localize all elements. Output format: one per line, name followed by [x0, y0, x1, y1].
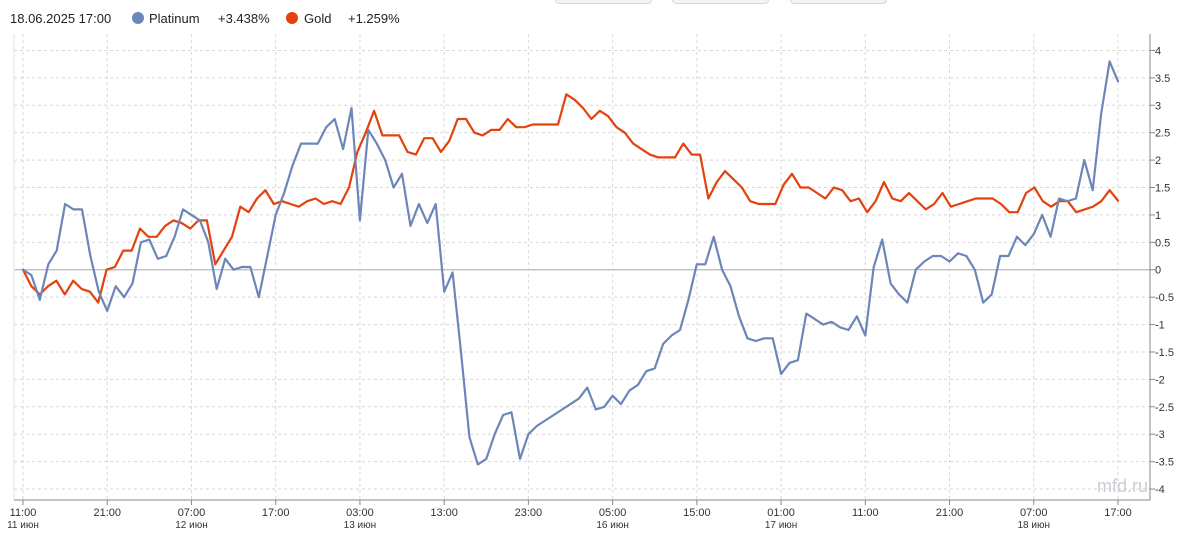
- x-tick-time: 15:00: [683, 507, 711, 519]
- y-tick-label: -3: [1155, 429, 1165, 441]
- x-tick-time: 17:00: [1104, 507, 1132, 519]
- y-tick-label: 1: [1155, 210, 1161, 222]
- legend-platinum-change: +3.438%: [218, 11, 270, 26]
- watermark: mfd.ru: [1097, 476, 1148, 496]
- x-tick-time: 21:00: [93, 507, 121, 519]
- y-axis-ticks: 4 3.5 3 2.5 2 1.5 1 0.5 0 -0.5 -1 -1.5 -2 -2.5 -3 -3.5 -…: [1150, 45, 1174, 496]
- y-tick-label: 2.5: [1155, 128, 1170, 140]
- y-tick-label: 3: [1155, 100, 1161, 112]
- y-tick-label: 0.5: [1155, 237, 1170, 249]
- x-tick-time: 07:00: [178, 507, 206, 519]
- y-tick-label: -3.5: [1155, 457, 1174, 469]
- x-tick-time: 03:00: [346, 507, 374, 519]
- x-tick-date: 12 июн: [175, 520, 208, 531]
- x-tick-time: 21:00: [936, 507, 964, 519]
- chart-legend: 18.06.2025 17:00 Platinum +3.438% Gold +…: [0, 0, 1200, 36]
- y-tick-label: -4: [1155, 484, 1165, 496]
- legend-platinum-marker: [132, 12, 144, 24]
- y-tick-label: 4: [1155, 45, 1161, 57]
- x-tick-date: 17 июн: [765, 520, 798, 531]
- x-tick-time: 05:00: [599, 507, 627, 519]
- x-tick-date: 11 июн: [7, 520, 39, 531]
- x-tick-date: 16 июн: [596, 520, 629, 531]
- y-tick-label: -2: [1155, 374, 1165, 386]
- y-tick-label: -1: [1155, 320, 1165, 332]
- x-tick-time: 01:00: [767, 507, 795, 519]
- y-tick-label: -2.5: [1155, 402, 1174, 414]
- legend-gold-marker: [286, 12, 298, 24]
- x-tick-time: 23:00: [515, 507, 543, 519]
- legend-gold-name[interactable]: Gold: [304, 11, 332, 26]
- y-tick-label: 1.5: [1155, 183, 1170, 195]
- x-tick-time: 13:00: [430, 507, 458, 519]
- x-tick-time: 17:00: [262, 507, 290, 519]
- x-tick-time: 11:00: [852, 507, 879, 519]
- legend-gold-change: +1.259%: [348, 11, 400, 26]
- x-tick-time: 07:00: [1020, 507, 1048, 519]
- series-line-platinum: [21, 60, 1120, 466]
- plot-frame: [13, 34, 1151, 501]
- y-tick-label: -0.5: [1155, 292, 1174, 304]
- legend-platinum-name[interactable]: Platinum: [149, 11, 200, 26]
- y-tick-label: -1.5: [1155, 347, 1174, 359]
- chart-series: [21, 60, 1120, 466]
- x-tick-date: 13 июн: [344, 520, 377, 531]
- x-tick-date: 18 июн: [1018, 520, 1051, 531]
- x-tick-time: 11:00: [10, 507, 37, 519]
- chart-grid: [14, 34, 1150, 500]
- legend-datetime: 18.06.2025 17:00: [10, 11, 112, 26]
- y-tick-label: 2: [1155, 155, 1161, 167]
- y-tick-label: 3.5: [1155, 73, 1170, 85]
- y-tick-label: 0: [1155, 265, 1161, 277]
- series-line-gold: [21, 93, 1120, 304]
